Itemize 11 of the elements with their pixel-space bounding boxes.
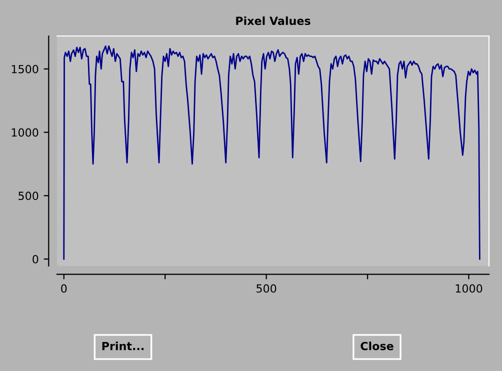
y-tick-label: 0 bbox=[32, 255, 38, 264]
x-tick-label: 0 bbox=[61, 284, 67, 293]
chart-title: Pixel Values bbox=[236, 16, 310, 26]
line-series bbox=[63, 45, 480, 260]
x-tick-label: 1000 bbox=[456, 284, 482, 293]
y-tick-label: 1500 bbox=[12, 64, 38, 74]
y-tick-label: 1000 bbox=[12, 128, 38, 137]
text: Print... bbox=[102, 342, 144, 350]
y-tick-label: 500 bbox=[18, 192, 38, 200]
x-tick-label: 500 bbox=[256, 284, 276, 293]
text: Close bbox=[360, 342, 394, 350]
